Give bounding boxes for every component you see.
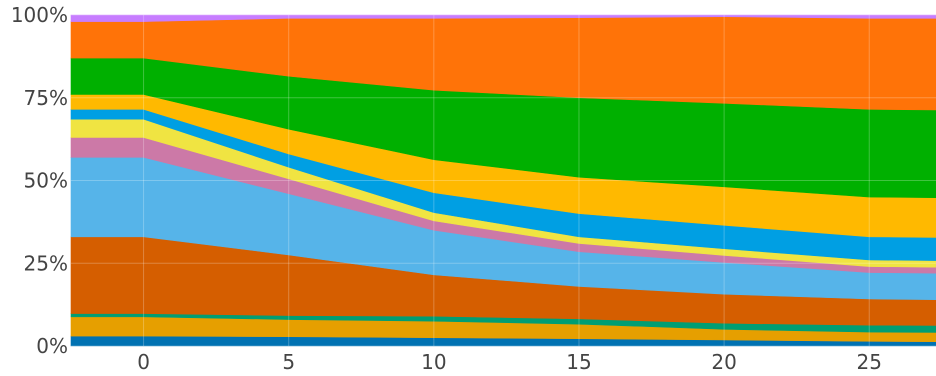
y-tick-label: 25% (24, 251, 68, 275)
x-tick-label: 10 (421, 350, 446, 374)
area-layers (70, 14, 936, 347)
gridlines (71, 14, 936, 347)
y-tick-label: 0% (36, 334, 68, 358)
x-tick-label: 25 (857, 350, 882, 374)
y-tick-label: 75% (24, 86, 68, 110)
y-tick-label: 50% (24, 169, 68, 193)
x-tick-label: 0 (137, 350, 150, 374)
area-series-12 (70, 14, 936, 22)
y-axis-ticks: 0% 25% 50% 75% 100% (11, 3, 68, 358)
x-tick-label: 20 (711, 350, 736, 374)
x-axis-ticks: 0 5 10 15 20 25 (137, 350, 882, 374)
y-tick-label: 100% (11, 3, 68, 27)
x-tick-label: 5 (282, 350, 295, 374)
x-tick-label: 15 (566, 350, 591, 374)
